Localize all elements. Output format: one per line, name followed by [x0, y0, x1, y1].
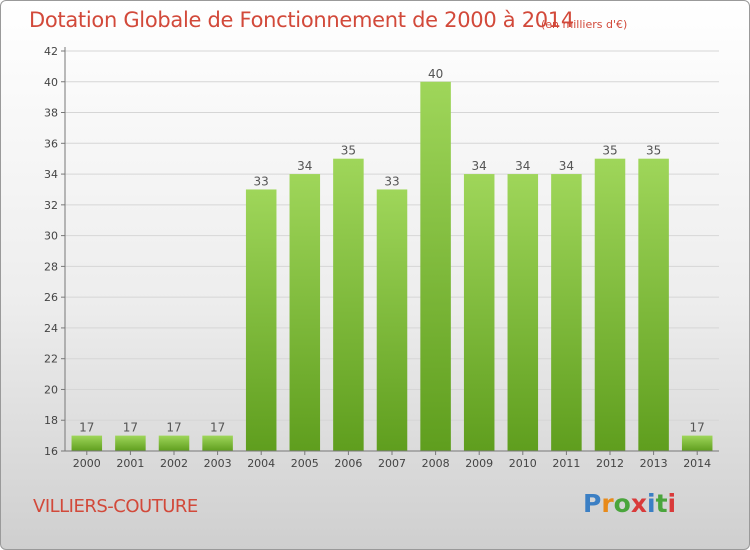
x-tick-label: 2004 [247, 457, 275, 470]
bar [551, 174, 582, 452]
y-tick-label: 22 [44, 353, 58, 366]
y-tick-label: 42 [44, 45, 58, 58]
x-tick-label: 2003 [204, 457, 232, 470]
data-label: 17 [166, 421, 181, 435]
y-tick-label: 30 [44, 230, 58, 243]
logo-letter: i [667, 489, 677, 518]
x-tick-label: 2002 [160, 457, 188, 470]
bar [158, 435, 190, 451]
data-label: 34 [297, 159, 312, 173]
bar [638, 158, 669, 451]
x-tick-label: 2008 [422, 457, 450, 470]
bar [202, 435, 233, 451]
data-label: 34 [472, 159, 487, 173]
y-tick-label: 38 [44, 107, 58, 120]
bar [507, 174, 539, 452]
bar [245, 189, 277, 451]
y-tick-label: 20 [44, 383, 58, 396]
bar [289, 174, 321, 452]
bar [376, 189, 408, 451]
data-label: 35 [602, 144, 617, 158]
x-tick-label: 2010 [509, 457, 537, 470]
bar [681, 435, 713, 451]
x-tick-label: 2000 [73, 457, 101, 470]
bar [333, 158, 364, 451]
commune-name: VILLIERS-COUTURE [33, 496, 198, 517]
data-label: 40 [428, 67, 443, 81]
chart-title: Dotation Globale de Fonctionnement de 20… [29, 8, 574, 32]
x-tick-label: 2005 [291, 457, 319, 470]
x-tick-label: 2013 [640, 457, 668, 470]
x-tick-label: 2006 [334, 457, 362, 470]
x-tick-label: 2012 [596, 457, 624, 470]
data-label: 17 [690, 421, 705, 435]
bar [420, 81, 451, 452]
bar [463, 174, 495, 452]
y-tick-label: 40 [44, 76, 58, 89]
logo-letter: t [655, 489, 668, 518]
bar [594, 158, 626, 451]
data-label: 35 [646, 144, 661, 158]
y-tick-label: 34 [44, 168, 58, 181]
logo-letter: r [601, 489, 614, 518]
y-tick-label: 26 [44, 291, 58, 304]
proxiti-logo: Proxiti [583, 489, 676, 518]
y-tick-label: 28 [44, 260, 58, 273]
chart-subtitle: (en milliers d'€) [541, 18, 628, 31]
data-label: 17 [79, 421, 94, 435]
data-label: 35 [341, 144, 356, 158]
data-label: 33 [384, 174, 399, 188]
x-tick-label: 2011 [552, 457, 580, 470]
data-label: 17 [123, 421, 138, 435]
y-tick-label: 16 [44, 445, 58, 458]
logo-letter: o [613, 489, 631, 518]
y-tick-label: 36 [44, 137, 58, 150]
logo-letter: x [630, 489, 647, 518]
data-label: 34 [515, 159, 530, 173]
x-tick-label: 2001 [116, 457, 144, 470]
x-tick-label: 2007 [378, 457, 406, 470]
bar [71, 435, 103, 451]
x-tick-label: 2009 [465, 457, 493, 470]
logo-letter: i [647, 489, 656, 518]
logo-letter: P [583, 489, 602, 518]
data-label: 33 [254, 174, 269, 188]
y-tick-label: 24 [44, 322, 58, 335]
data-label: 34 [559, 159, 574, 173]
data-label: 17 [210, 421, 225, 435]
y-tick-label: 18 [44, 414, 58, 427]
bar [115, 435, 146, 451]
x-tick-label: 2014 [683, 457, 711, 470]
y-tick-label: 32 [44, 199, 58, 212]
